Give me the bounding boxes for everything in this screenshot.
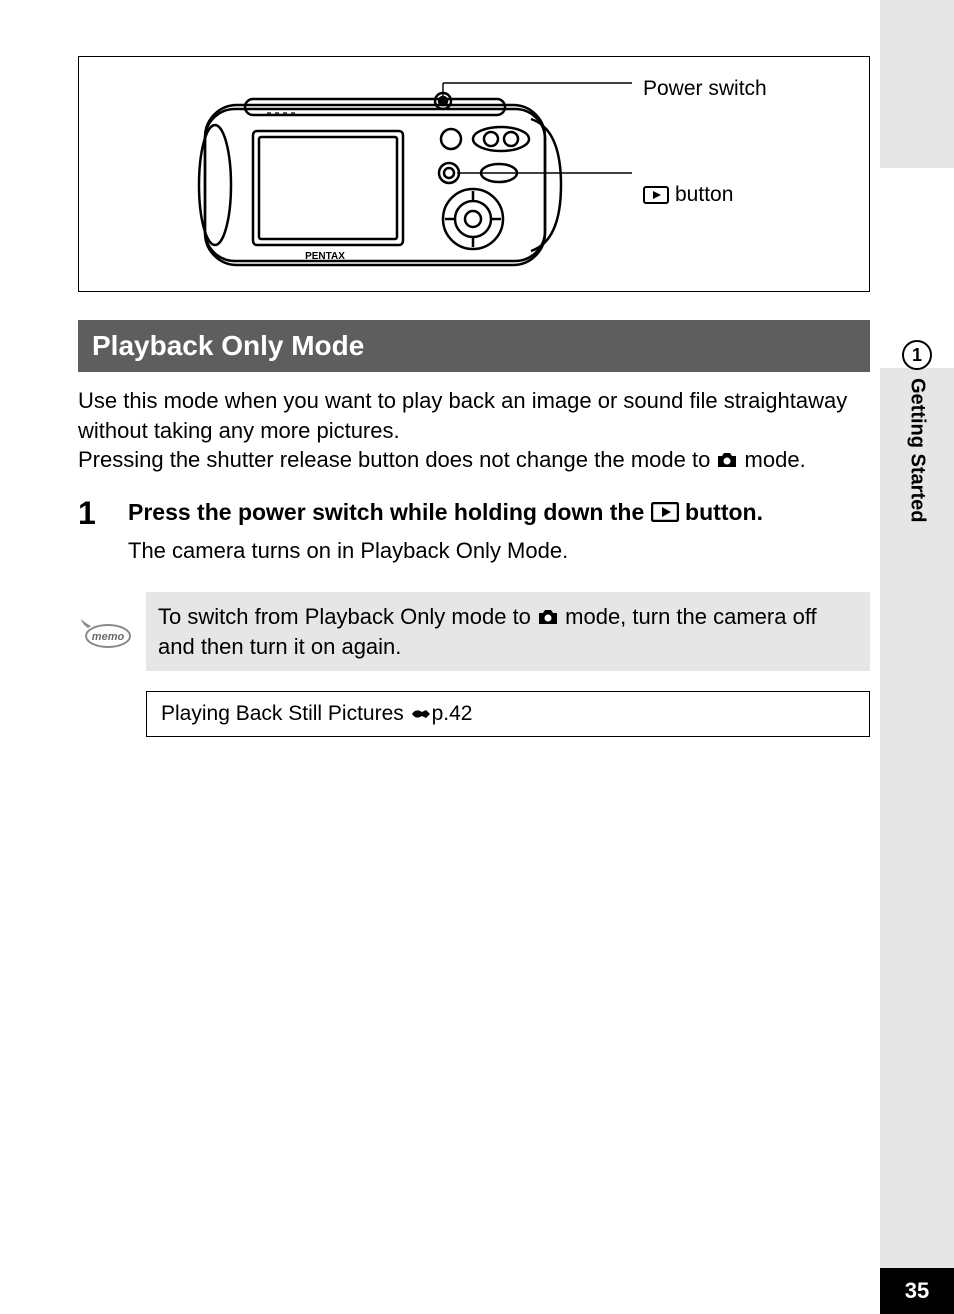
step-description: The camera turns on in Playback Only Mod… xyxy=(128,538,870,564)
reference-box: Playing Back Still Pictures p.42 xyxy=(146,691,870,737)
intro-line2b: mode. xyxy=(738,447,805,472)
label-playback-text: button xyxy=(675,183,733,207)
memo-text-a: To switch from Playback Only mode to xyxy=(158,604,537,629)
side-margin: 1 Getting Started xyxy=(880,0,954,1314)
camera-mode-icon xyxy=(716,451,738,469)
intro-text: Use this mode when you want to play back… xyxy=(78,386,870,475)
playback-icon xyxy=(651,502,679,522)
label-playback-button: button xyxy=(643,183,767,207)
camera-mode-icon xyxy=(537,608,559,626)
page-number: 35 xyxy=(880,1268,954,1314)
label-power-switch: Power switch xyxy=(643,77,767,101)
memo-icon: memo xyxy=(78,614,132,650)
brand-label: PENTAX xyxy=(305,251,345,262)
camera-diagram-box: PENTAX Power switch button xyxy=(78,56,870,292)
playback-icon xyxy=(643,186,669,204)
reference-text: Playing Back Still Pictures xyxy=(161,702,410,725)
step-heading-a: Press the power switch while holding dow… xyxy=(128,499,651,525)
chapter-label: Getting Started xyxy=(906,378,929,522)
step-heading: Press the power switch while holding dow… xyxy=(128,497,870,528)
pointer-icon xyxy=(410,706,432,722)
step-1: 1 Press the power switch while holding d… xyxy=(78,497,870,564)
memo-row: memo To switch from Playback Only mode t… xyxy=(78,592,870,671)
section-title: Playback Only Mode xyxy=(78,320,870,372)
chapter-number-badge: 1 xyxy=(902,340,932,370)
diagram-labels: Power switch button xyxy=(643,69,767,207)
intro-line1: Use this mode when you want to play back… xyxy=(78,388,847,443)
step-heading-b: button. xyxy=(679,499,763,525)
intro-line2a: Pressing the shutter release button does… xyxy=(78,447,716,472)
camera-illustration: PENTAX xyxy=(95,69,635,279)
svg-text:memo: memo xyxy=(92,631,125,643)
memo-box: To switch from Playback Only mode to mod… xyxy=(146,592,870,671)
side-tab: 1 Getting Started xyxy=(880,168,954,368)
step-number: 1 xyxy=(78,497,128,564)
reference-page: p.42 xyxy=(432,702,473,725)
